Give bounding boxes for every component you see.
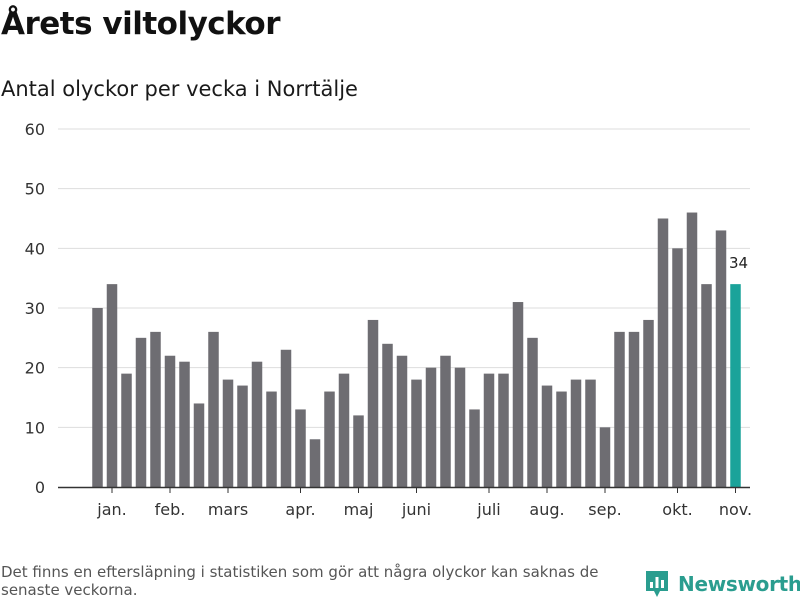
bar bbox=[266, 391, 277, 487]
bar bbox=[367, 319, 379, 487]
x-tick-label: juli bbox=[476, 500, 500, 519]
bar bbox=[512, 302, 524, 487]
bar bbox=[280, 349, 292, 487]
bar bbox=[599, 427, 611, 487]
bar-chart-pin-icon bbox=[646, 571, 668, 597]
bar bbox=[353, 415, 364, 487]
bar bbox=[628, 331, 640, 487]
brand-logo[interactable]: Newsworthy bbox=[644, 568, 800, 600]
data-label-highlight: 34 bbox=[729, 254, 748, 272]
bar bbox=[150, 331, 161, 487]
bar-chart: 0 10 20 30 40 50 60 34 jan. feb. mars apr. maj juni ju… bbox=[25, 120, 752, 519]
bar bbox=[498, 373, 509, 487]
y-tick-label: 60 bbox=[25, 120, 45, 139]
x-tick-label: sep. bbox=[588, 500, 621, 519]
y-tick-label: 20 bbox=[25, 359, 45, 378]
bar bbox=[570, 379, 582, 487]
footnote: Det finns en eftersläpning i statistiken… bbox=[1, 563, 599, 599]
y-tick-label: 50 bbox=[25, 180, 45, 199]
bar bbox=[715, 230, 727, 487]
x-tick-label: mars bbox=[208, 500, 248, 519]
x-tick-label: jan. bbox=[96, 500, 126, 519]
bar bbox=[396, 355, 408, 487]
bar bbox=[657, 218, 669, 487]
x-tick-label: juni bbox=[401, 500, 431, 519]
bar bbox=[92, 308, 103, 487]
x-tick-label: maj bbox=[344, 500, 374, 519]
bar bbox=[643, 319, 654, 487]
y-tick-label: 30 bbox=[25, 299, 45, 318]
bar-highlight bbox=[730, 284, 741, 487]
bar bbox=[701, 284, 712, 487]
bar bbox=[193, 403, 205, 487]
bar bbox=[324, 391, 335, 487]
bar bbox=[541, 385, 553, 487]
y-tick-label: 0 bbox=[35, 478, 45, 497]
chart-title: Årets viltolyckor bbox=[1, 6, 281, 42]
y-tick-label: 40 bbox=[25, 239, 45, 258]
bar bbox=[483, 373, 495, 487]
bar bbox=[295, 409, 306, 487]
x-tick-label: aug. bbox=[529, 500, 564, 519]
bar bbox=[411, 379, 422, 487]
bar bbox=[208, 331, 219, 487]
bar bbox=[556, 391, 567, 487]
bar bbox=[222, 379, 234, 487]
bar bbox=[440, 355, 451, 487]
bar bbox=[106, 284, 118, 487]
bar bbox=[135, 337, 147, 487]
bar bbox=[382, 343, 393, 487]
bar bbox=[179, 361, 190, 487]
bar bbox=[585, 379, 596, 487]
bar bbox=[672, 248, 683, 487]
bar bbox=[121, 373, 132, 487]
bar bbox=[251, 361, 263, 487]
bar bbox=[527, 337, 538, 487]
y-tick-label: 10 bbox=[25, 418, 45, 437]
bar bbox=[309, 439, 321, 487]
bar bbox=[614, 331, 625, 487]
x-tick-label: nov. bbox=[719, 500, 752, 519]
bar bbox=[425, 367, 437, 487]
chart-subtitle: Antal olyckor per vecka i Norrtälje bbox=[1, 77, 358, 101]
bar bbox=[237, 385, 248, 487]
x-tick-label: feb. bbox=[155, 500, 186, 519]
x-tick-label: okt. bbox=[662, 500, 692, 519]
bar bbox=[338, 373, 350, 487]
bar bbox=[164, 355, 176, 487]
bar bbox=[686, 212, 698, 488]
brand-name: Newsworthy bbox=[678, 572, 800, 596]
x-tick-label: apr. bbox=[285, 500, 315, 519]
bar bbox=[469, 409, 480, 487]
bar bbox=[454, 367, 466, 487]
